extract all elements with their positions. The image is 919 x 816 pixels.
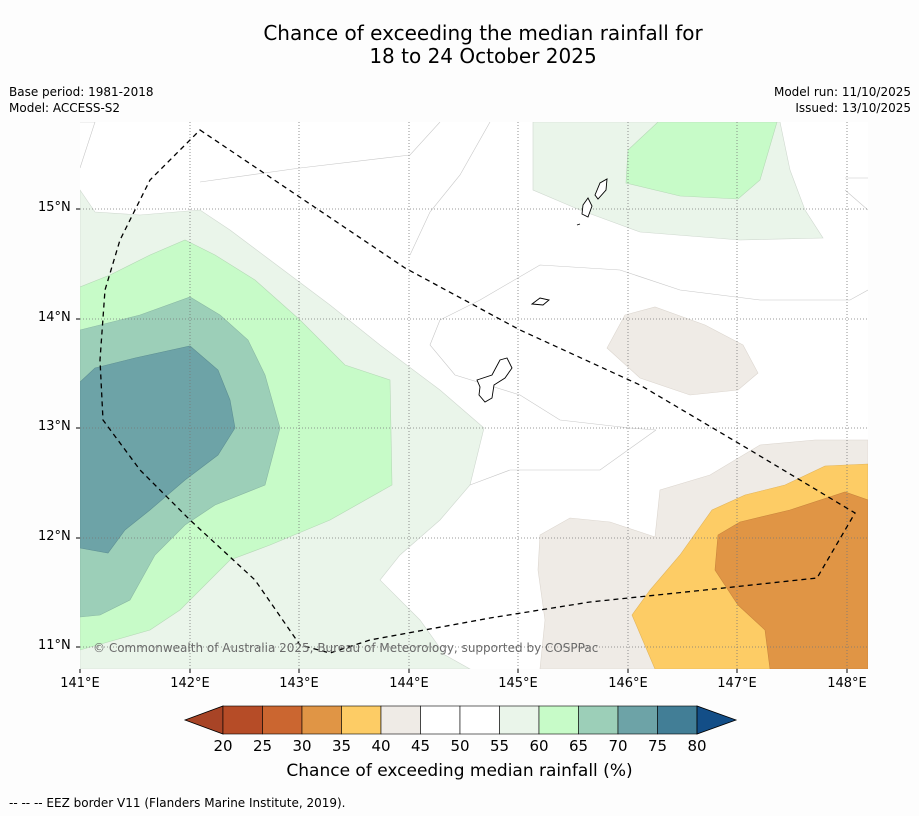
colorbar-swatch-30-35	[301, 705, 342, 735]
lon-label-144e: 144°E	[389, 676, 429, 691]
lat-label-11n: 11°N	[38, 638, 71, 653]
lat-label-14n: 14°N	[38, 310, 71, 325]
colorbar-swatch-75-80	[657, 705, 698, 735]
islands	[476, 178, 608, 403]
lat-label-12n: 12°N	[38, 529, 71, 544]
colorbar-tick-40: 40	[371, 737, 391, 755]
contour-70-75	[80, 345, 236, 554]
map-title: Chance of exceeding the median rainfall …	[0, 22, 919, 68]
colorbar-swatch-55-60	[499, 705, 540, 735]
lon-label-141e: 141°E	[60, 676, 100, 691]
contour-40-45-east	[606, 306, 759, 396]
title-line-1: Chance of exceeding the median rainfall …	[263, 21, 703, 45]
model-run: Model run: 11/10/2025	[773, 85, 911, 99]
gridlines	[80, 122, 868, 669]
colorbar-tick-35: 35	[331, 737, 352, 755]
lat-label-13n: 13°N	[38, 419, 71, 434]
lon-label-147e: 147°E	[717, 676, 757, 691]
eez-border	[99, 129, 856, 654]
title-line-2: 18 to 24 October 2025	[369, 44, 597, 68]
colorbar-swatch-35-40	[341, 705, 382, 735]
colorbar-tick-45: 45	[410, 737, 431, 755]
colorbar	[183, 705, 738, 735]
meta-right: Model run: 11/10/2025 Issued: 13/10/2025	[774, 84, 911, 116]
model-name: Model: ACCESS-S2	[9, 101, 121, 115]
axis-ticks	[76, 208, 848, 673]
colorbar-tick-75: 75	[647, 737, 668, 755]
colorbar-extend-high	[696, 705, 738, 735]
island-saipan	[594, 178, 608, 200]
lon-label-143e: 143°E	[279, 676, 319, 691]
colorbar-tick-65: 65	[568, 737, 589, 755]
colorbar-label: Chance of exceeding median rainfall (%)	[286, 761, 633, 781]
colorbar-tick-25: 25	[252, 737, 273, 755]
lat-label-15n: 15°N	[38, 200, 71, 215]
colorbar-tick-50: 50	[450, 737, 470, 755]
island-aguijan	[576, 223, 581, 226]
colorbar-swatch-45-50	[420, 705, 461, 735]
island-rota	[530, 297, 550, 306]
meta-left: Base period: 1981-2018 Model: ACCESS-S2	[9, 84, 154, 116]
colorbar-swatch-40-45	[380, 705, 421, 735]
colorbar-tick-30: 30	[292, 737, 312, 755]
colorbar-swatch-50-55	[459, 705, 500, 735]
colorbar-swatch-20-25	[222, 705, 263, 735]
island-guam	[476, 357, 513, 403]
island-tinian	[581, 197, 593, 218]
colorbar-swatch-70-75	[617, 705, 658, 735]
eez-footnote: -- -- -- EEZ border V11 (Flanders Marine…	[9, 796, 346, 810]
colorbar-swatch-65-70	[578, 705, 619, 735]
colorbar-tick-20: 20	[213, 737, 233, 755]
colorbar-tick-60: 60	[529, 737, 549, 755]
base-period: Base period: 1981-2018	[9, 85, 154, 99]
colorbar-extend-low	[183, 705, 224, 735]
lon-label-148e: 148°E	[827, 676, 867, 691]
map-area	[80, 122, 868, 669]
colorbar-tick-80: 80	[687, 737, 707, 755]
issued-date: Issued: 13/10/2025	[795, 101, 911, 115]
colorbar-swatch-60-65	[538, 705, 579, 735]
colorbar-tick-70: 70	[608, 737, 628, 755]
colorbar-tick-55: 55	[489, 737, 510, 755]
contour-30-35	[714, 491, 868, 669]
copyright-notice: © Commonwealth of Australia 2025, Bureau…	[93, 641, 599, 655]
lon-label-142e: 142°E	[170, 676, 210, 691]
colorbar-swatch-25-30	[262, 705, 303, 735]
lon-label-146e: 146°E	[608, 676, 648, 691]
lon-label-145e: 145°E	[498, 676, 538, 691]
